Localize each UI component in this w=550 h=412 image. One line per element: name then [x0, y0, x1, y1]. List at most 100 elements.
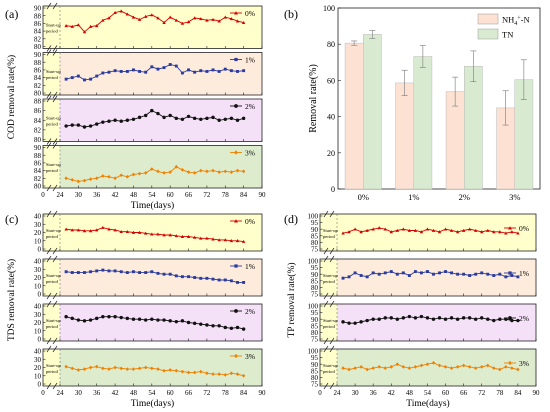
y-tick-label: 100 — [323, 4, 335, 13]
data-point — [510, 366, 514, 371]
data-point — [174, 18, 179, 22]
legend-marker — [234, 219, 238, 223]
data-point — [217, 69, 221, 73]
data-point — [401, 316, 406, 320]
data-point — [101, 174, 105, 178]
data-point — [150, 108, 154, 113]
data-point — [113, 315, 117, 319]
data-point — [242, 281, 246, 284]
data-point — [101, 71, 105, 75]
subplot-frame — [42, 52, 263, 96]
legend-marker — [234, 104, 238, 108]
data-point — [480, 230, 484, 234]
x-tick-label: 0 — [41, 191, 45, 199]
data-point — [510, 274, 514, 277]
data-point — [64, 364, 68, 369]
bar — [413, 56, 433, 190]
data-point — [131, 230, 136, 234]
data-point — [419, 363, 424, 368]
data-point — [186, 370, 191, 375]
y-tick-label: 20 — [327, 149, 335, 158]
data-point — [223, 15, 227, 19]
data-point — [138, 271, 142, 274]
data-point — [193, 276, 197, 279]
data-point — [211, 277, 215, 281]
data-point — [168, 319, 172, 323]
data-point — [401, 364, 406, 369]
data-point — [150, 232, 154, 236]
data-point — [95, 316, 99, 321]
data-point — [193, 70, 197, 74]
data-point — [229, 326, 234, 330]
data-point — [156, 16, 160, 20]
subplot-frame — [42, 5, 263, 49]
data-point — [64, 315, 68, 319]
data-point — [407, 274, 411, 277]
data-point — [70, 228, 74, 232]
startup-label: period — [46, 168, 58, 173]
data-point — [101, 268, 105, 272]
data-point — [180, 71, 184, 75]
data-point — [395, 272, 399, 276]
data-point — [144, 70, 148, 74]
data-point — [89, 77, 93, 81]
plot-background — [60, 214, 262, 251]
data-point — [119, 119, 123, 123]
plot-background — [60, 304, 262, 341]
data-point — [229, 239, 234, 243]
data-point — [437, 230, 442, 234]
x-tick-label: 42 — [112, 389, 120, 397]
y-tick-label: 80 — [311, 374, 319, 382]
y-tick-label: 95 — [311, 219, 319, 227]
data-point — [425, 362, 430, 367]
data-point — [150, 13, 154, 17]
x-tick-label: 78 — [222, 389, 230, 397]
data-point — [473, 317, 478, 321]
startup-background — [43, 304, 60, 341]
data-point — [229, 371, 234, 376]
data-point — [88, 229, 93, 233]
data-point — [498, 230, 502, 234]
legend-label: 0% — [519, 224, 529, 233]
y-tick-label: 82 — [34, 82, 42, 90]
axis-break-mark — [52, 345, 58, 353]
startup-label: Start-up — [323, 363, 339, 368]
data-point — [486, 363, 490, 368]
data-point — [389, 364, 393, 369]
data-point — [229, 170, 234, 175]
y-tick-label: 80 — [327, 40, 335, 49]
y-tick-label: 85 — [311, 322, 319, 330]
y-tick-label: 82 — [34, 175, 42, 183]
data-point — [76, 368, 81, 372]
data-point — [76, 228, 81, 232]
x-tick-label: 30 — [75, 389, 83, 397]
legend-label: 2% — [245, 307, 255, 316]
data-point — [205, 276, 209, 280]
data-point — [70, 76, 74, 80]
data-point — [156, 318, 160, 322]
data-point — [64, 24, 68, 28]
legend-marker — [234, 150, 238, 155]
x-tick-label: 30 — [75, 191, 83, 199]
data-point — [107, 227, 111, 231]
y-tick-label: 84 — [34, 117, 42, 125]
x-tick-label: 72 — [203, 389, 211, 397]
data-point — [217, 170, 221, 175]
x-tick-label: 42 — [388, 389, 396, 397]
data-point — [235, 118, 240, 122]
data-point — [95, 24, 99, 28]
data-point — [498, 367, 502, 372]
data-point — [473, 228, 478, 232]
data-point — [107, 174, 111, 179]
data-point — [143, 231, 148, 235]
startup-label: period — [323, 279, 335, 284]
data-point — [82, 30, 87, 34]
axis-break-mark — [323, 300, 329, 308]
data-point — [413, 228, 418, 232]
axis-break-mark — [323, 345, 329, 353]
axis-break-mark — [52, 138, 58, 145]
data-point — [132, 270, 135, 274]
data-point — [156, 111, 160, 116]
